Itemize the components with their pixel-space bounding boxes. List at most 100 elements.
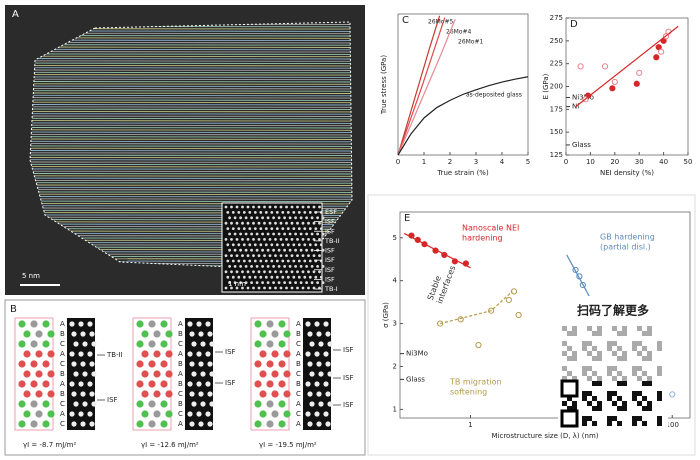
plot-frame — [399, 211, 691, 419]
atom — [231, 227, 235, 231]
atom — [297, 259, 301, 263]
qr-overlay[interactable]: 扫码了解更多 — [558, 296, 668, 432]
atom — [252, 254, 255, 257]
atom — [264, 211, 268, 214]
x-tick-label: 10 — [586, 158, 595, 166]
atom-model — [14, 317, 54, 431]
atom — [35, 350, 43, 358]
qr-cell — [572, 326, 577, 331]
atom — [318, 401, 324, 407]
stacking-letter: C — [60, 360, 65, 368]
atom — [307, 331, 313, 337]
point — [655, 44, 662, 51]
lattice-line — [30, 133, 352, 136]
atom — [141, 350, 149, 358]
lattice-line — [30, 159, 352, 161]
atom — [254, 420, 262, 428]
annotation: Nanoscale NEI — [462, 224, 519, 233]
lattice-line — [30, 120, 352, 122]
atom — [259, 370, 267, 378]
stacking-letter: B — [296, 380, 301, 388]
qr-cell — [582, 421, 587, 426]
atom — [82, 341, 88, 347]
qr-cell — [657, 346, 662, 351]
atom — [278, 400, 286, 408]
atom — [254, 400, 262, 408]
atom — [325, 391, 331, 397]
atom — [235, 205, 239, 209]
atom — [314, 381, 320, 387]
y-axis-label: E (GPa) — [542, 73, 550, 99]
point — [658, 48, 665, 55]
atom — [310, 232, 314, 236]
atom — [233, 216, 237, 220]
atom — [301, 238, 305, 241]
atom — [323, 351, 329, 357]
atom — [294, 216, 297, 220]
lattice-line — [30, 156, 352, 159]
atom — [241, 286, 244, 290]
atom — [263, 286, 266, 290]
atom — [286, 227, 290, 231]
atom — [271, 370, 279, 378]
lattice-line — [30, 163, 352, 166]
fault-label: ISF — [225, 348, 236, 356]
atom — [91, 371, 97, 377]
atom — [141, 410, 149, 418]
atom — [266, 400, 274, 408]
stacking-letter: A — [296, 400, 301, 408]
atom — [310, 265, 314, 268]
atom — [89, 421, 95, 427]
atom — [239, 248, 243, 252]
atom — [71, 361, 77, 367]
atom — [30, 420, 38, 428]
atom — [308, 227, 312, 231]
atom — [244, 232, 248, 236]
lattice-line — [30, 175, 352, 177]
atom — [272, 216, 275, 220]
atom — [263, 254, 266, 257]
qr-cell — [562, 326, 567, 331]
atom — [18, 380, 26, 388]
lattice-line — [30, 161, 352, 163]
atom — [303, 275, 307, 279]
atom — [303, 211, 307, 214]
panel-label: C — [402, 15, 409, 26]
qr-cell — [637, 401, 642, 406]
qr-cell — [642, 346, 647, 351]
qr-cell — [597, 376, 602, 381]
atom — [136, 380, 144, 388]
stacking-letter: A — [296, 350, 301, 358]
atom — [165, 370, 173, 378]
atom — [321, 248, 325, 252]
lattice-line — [30, 138, 352, 140]
atom — [237, 211, 241, 214]
qr-cell — [612, 366, 617, 371]
atom — [189, 331, 195, 337]
qr-cell — [642, 421, 647, 426]
qr-cell — [607, 346, 612, 351]
atom — [309, 341, 315, 347]
atom — [259, 330, 267, 338]
atom — [47, 410, 55, 418]
atom — [261, 232, 264, 236]
atom — [198, 361, 204, 367]
atom — [205, 381, 211, 387]
atom — [257, 205, 261, 209]
atom — [235, 270, 239, 274]
qr-cell — [597, 381, 602, 386]
atom — [200, 401, 206, 407]
atom — [136, 340, 144, 348]
y-axis-label: σ (GPa) — [382, 302, 390, 328]
atom — [316, 216, 319, 220]
lattice-line — [30, 44, 352, 46]
atom — [226, 227, 230, 231]
atom — [281, 275, 285, 279]
tem-strip — [303, 318, 331, 430]
atom — [259, 275, 263, 279]
atom — [78, 381, 84, 387]
atom — [259, 410, 267, 418]
atom — [292, 211, 296, 214]
atom — [235, 238, 239, 241]
atom — [271, 410, 279, 418]
